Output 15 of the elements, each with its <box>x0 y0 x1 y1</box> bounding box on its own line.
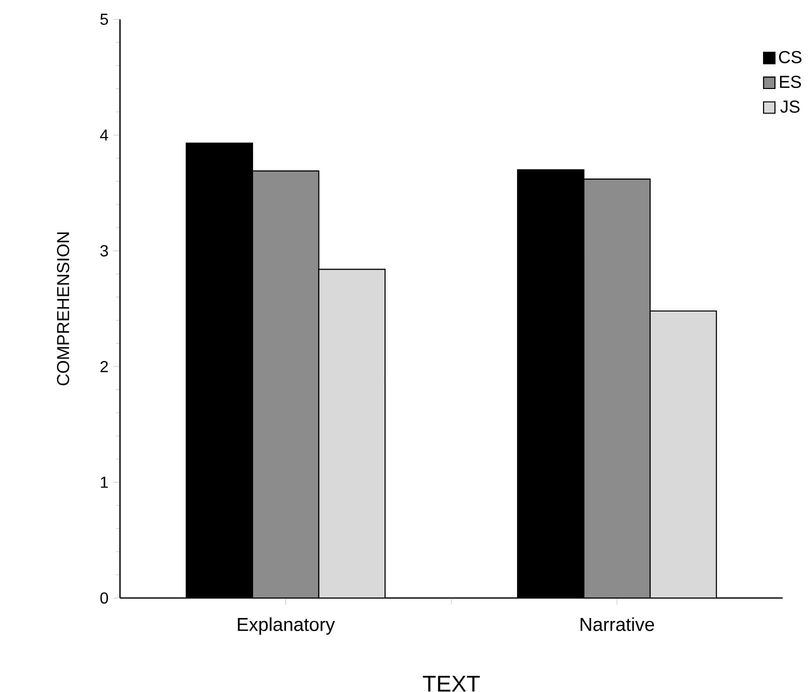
y-axis-title: COMPREHENSION <box>56 232 70 386</box>
y-tick-label: 3 <box>100 245 108 256</box>
x-tick-label: Explanatory <box>238 617 335 635</box>
x-tick-label: Narrative <box>580 617 654 632</box>
y-tick-label: 2 <box>100 360 108 372</box>
legend-label: JS <box>780 100 800 113</box>
x-axis-title: TEXT <box>422 676 480 692</box>
bar <box>318 268 386 598</box>
y-tick-label: 0 <box>100 592 108 604</box>
y-tick-label: 5 <box>100 14 108 25</box>
legend-label: CS <box>779 50 802 64</box>
y-tick-label: 1 <box>100 476 108 488</box>
legend-label: ES <box>780 76 801 88</box>
y-tick-label: 4 <box>100 130 108 141</box>
bar <box>650 310 717 598</box>
